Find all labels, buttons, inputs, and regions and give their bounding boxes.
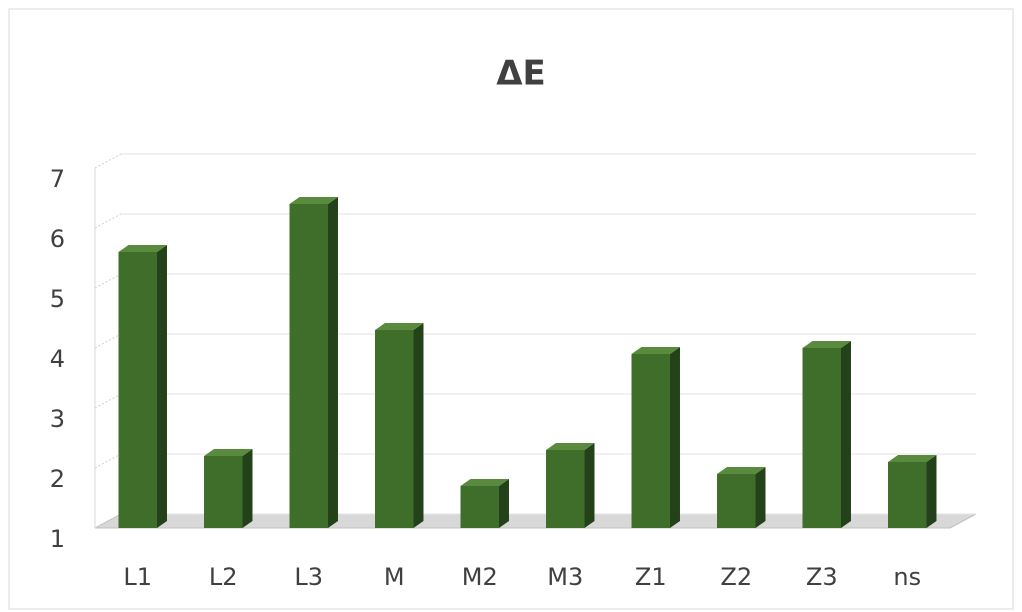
x-tick-label: ns bbox=[893, 563, 921, 591]
bar-top bbox=[631, 347, 680, 354]
y-tick-label: 7 bbox=[50, 165, 65, 193]
bar-side bbox=[840, 341, 851, 528]
bar bbox=[375, 330, 414, 528]
bar-top bbox=[717, 467, 766, 474]
bar bbox=[289, 204, 328, 528]
y-tick-label: 3 bbox=[50, 405, 65, 433]
bar-side bbox=[498, 479, 509, 528]
bar-side bbox=[327, 197, 338, 528]
bar-side bbox=[755, 467, 766, 528]
bar-side bbox=[584, 443, 595, 528]
bar-top bbox=[289, 197, 338, 204]
x-tick-label: L2 bbox=[209, 563, 238, 591]
grid-line-side bbox=[94, 213, 122, 229]
grid-line-side bbox=[94, 273, 122, 289]
bar bbox=[631, 354, 670, 528]
bar bbox=[888, 462, 927, 528]
x-tick-label: Z3 bbox=[806, 563, 838, 591]
bar-top bbox=[204, 449, 253, 456]
x-tick-label: Z1 bbox=[635, 563, 667, 591]
bar-top bbox=[375, 323, 424, 330]
x-tick-label: M3 bbox=[547, 563, 583, 591]
bar bbox=[802, 348, 841, 528]
grid-line-side bbox=[94, 453, 122, 469]
bar bbox=[546, 450, 585, 528]
bar-side bbox=[669, 347, 680, 528]
x-tick-label: M2 bbox=[462, 563, 498, 591]
y-tick-label: 2 bbox=[50, 465, 65, 493]
bar bbox=[717, 474, 756, 528]
grid-line-side bbox=[94, 333, 122, 349]
chart-title: ΔE bbox=[496, 54, 546, 94]
x-tick-label: Z2 bbox=[720, 563, 752, 591]
bar bbox=[460, 486, 499, 528]
bar bbox=[204, 456, 243, 528]
y-tick-label: 5 bbox=[50, 285, 65, 313]
bar-side bbox=[413, 323, 424, 528]
bar-top bbox=[888, 455, 937, 462]
y-tick-label: 4 bbox=[50, 345, 65, 373]
y-tick-label: 6 bbox=[50, 225, 65, 253]
bar-top bbox=[802, 341, 851, 348]
y-tick-label: 1 bbox=[50, 525, 65, 553]
grid-line-side bbox=[94, 513, 122, 529]
bar-top bbox=[546, 443, 595, 450]
bar-top bbox=[460, 479, 509, 486]
grid-line-side bbox=[94, 153, 122, 169]
x-tick-label: L1 bbox=[123, 563, 152, 591]
grid-line-side bbox=[94, 393, 122, 409]
bar-side bbox=[156, 245, 167, 528]
x-tick-label: L3 bbox=[294, 563, 323, 591]
bar bbox=[118, 252, 157, 528]
bar-side bbox=[926, 455, 937, 528]
x-tick-label: M bbox=[384, 563, 405, 591]
bar-side bbox=[242, 449, 253, 528]
bar-top bbox=[118, 245, 167, 252]
